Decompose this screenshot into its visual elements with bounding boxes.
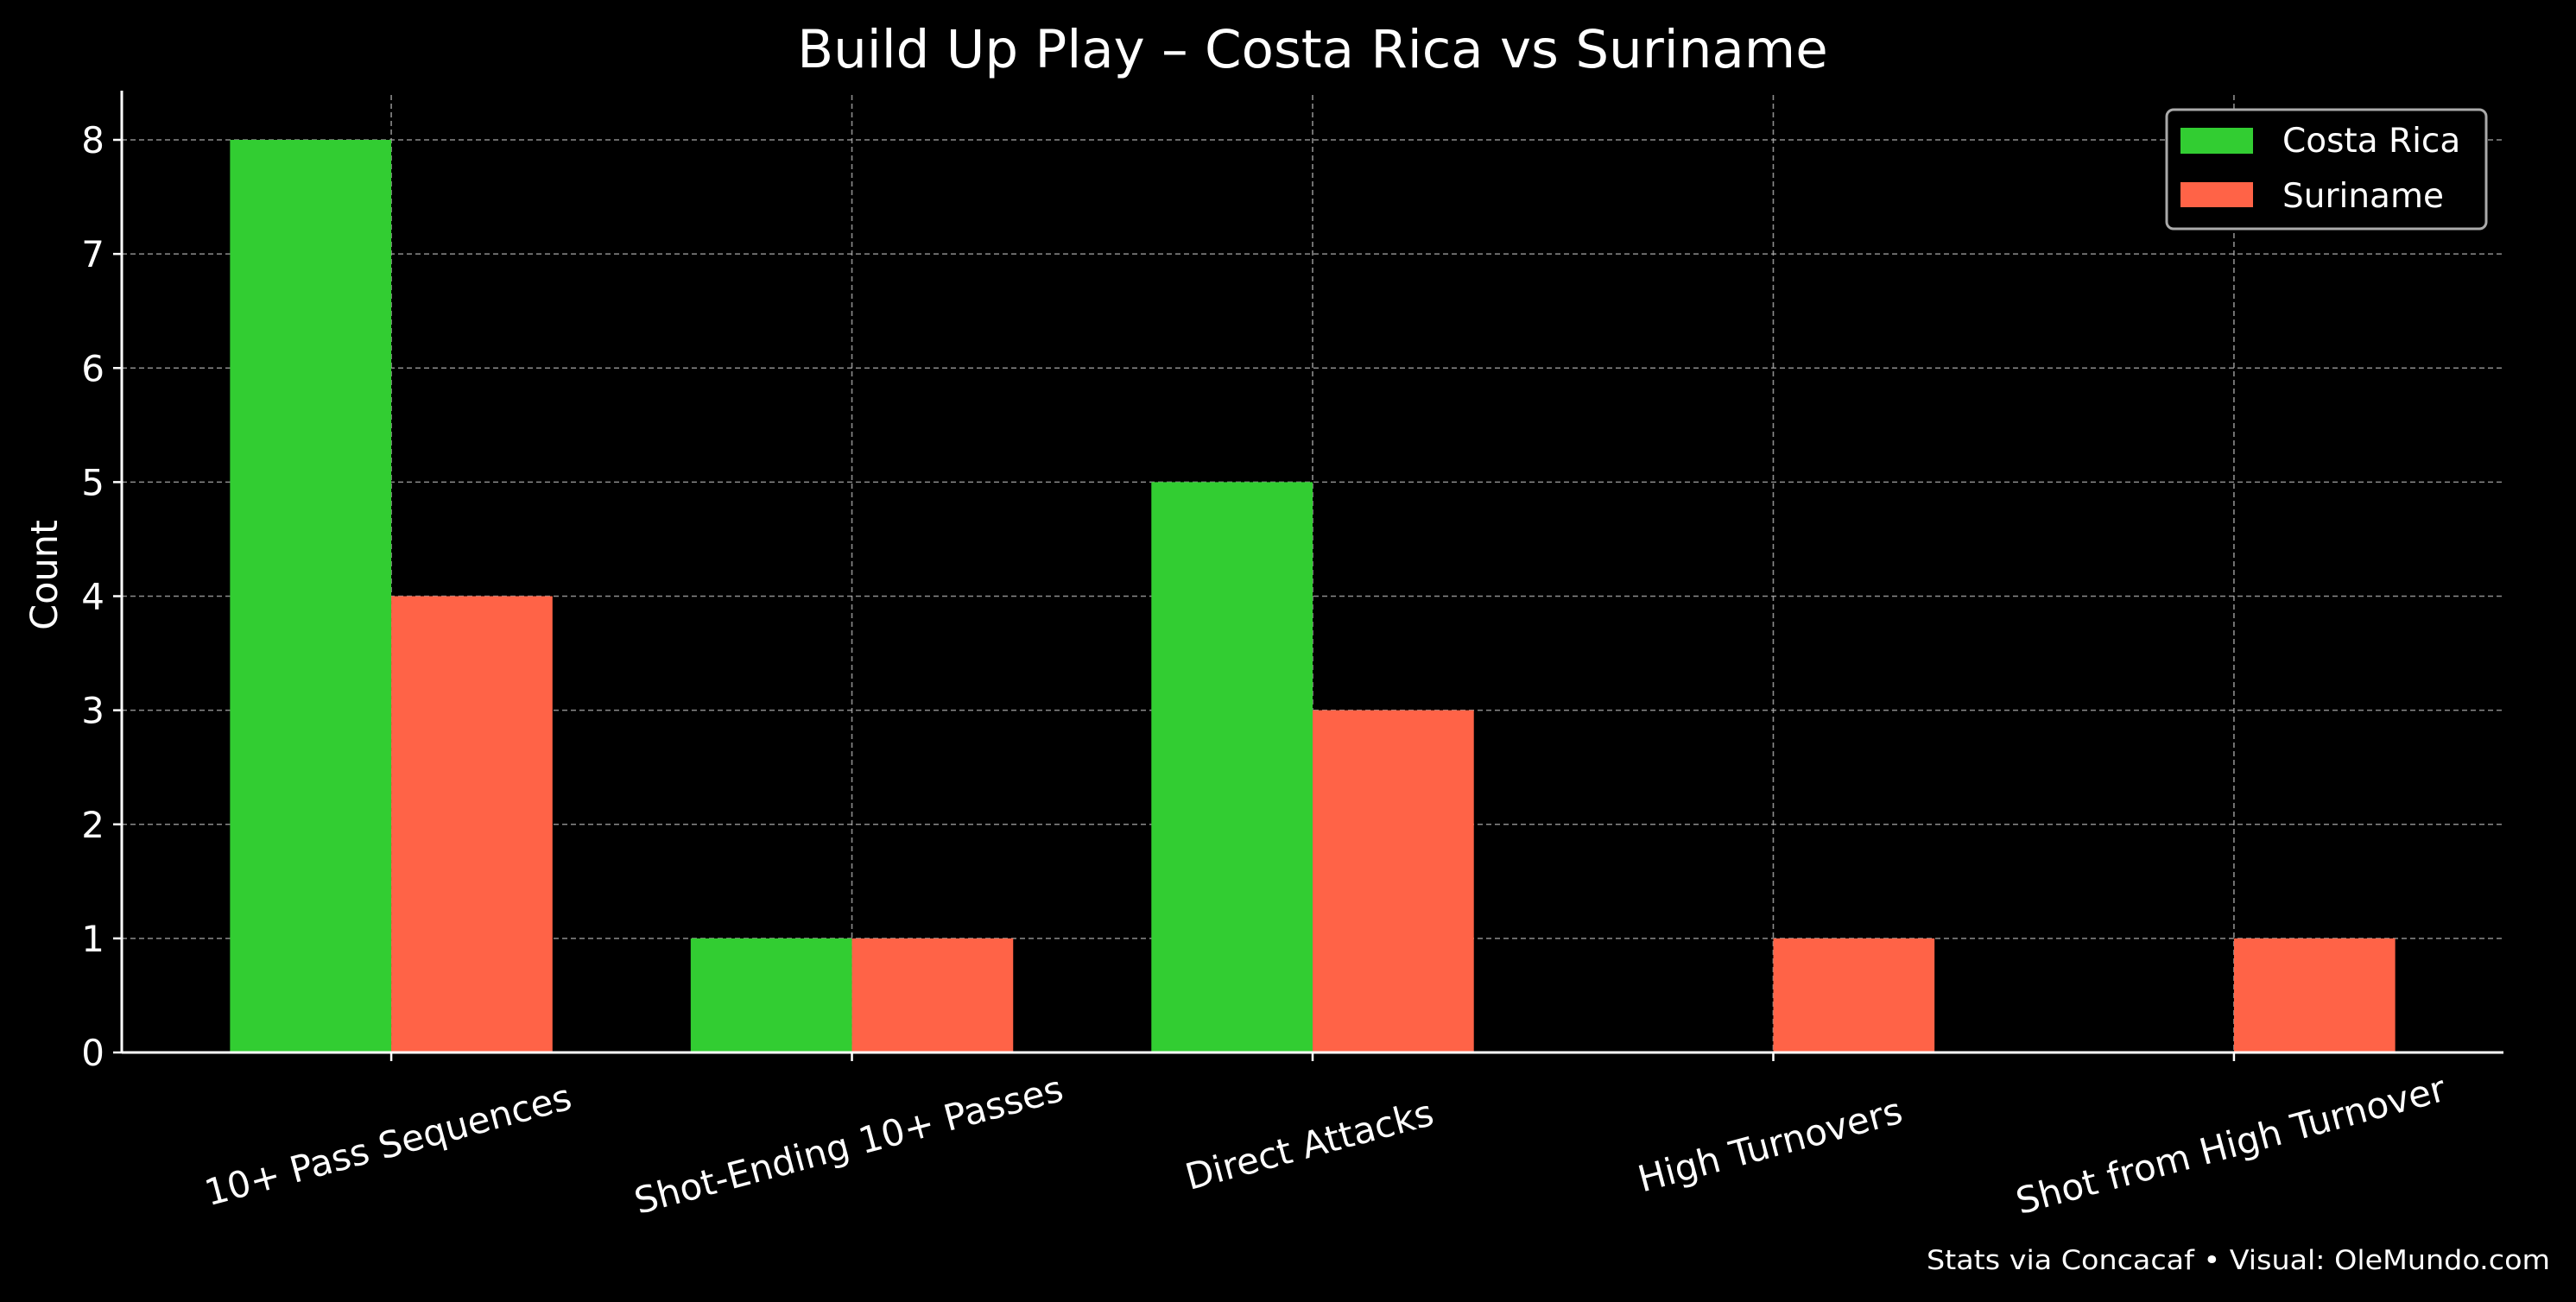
y-tick-label: 5 (81, 461, 104, 503)
bars (230, 140, 2396, 1052)
legend-swatch-suriname (2180, 182, 2253, 207)
bar-costa-rica (1151, 482, 1313, 1052)
legend-label-suriname: Suriname (2282, 177, 2444, 216)
y-tick-label: 2 (81, 804, 104, 846)
y-tick-label: 1 (81, 918, 104, 960)
bar-costa-rica (690, 938, 852, 1052)
y-tick-label: 0 (81, 1032, 104, 1074)
footer-credit: Stats via Concacaf • Visual: OleMundo.co… (1927, 1245, 2550, 1276)
bar-suriname (391, 596, 553, 1052)
legend-swatch-costa-rica (2180, 128, 2253, 154)
chart-title: Build Up Play – Costa Rica vs Suriname (797, 19, 1827, 80)
bar-suriname (1313, 710, 1474, 1052)
legend-label-costa-rica: Costa Rica (2282, 122, 2460, 161)
y-tick-label: 8 (81, 119, 104, 161)
legend: Costa Rica Suriname (2165, 108, 2488, 231)
bar-costa-rica (230, 140, 392, 1052)
y-tick-label: 3 (81, 690, 104, 732)
y-tick-label: 4 (81, 576, 104, 618)
y-tick-label: 6 (81, 347, 104, 389)
bar-suriname (2233, 938, 2396, 1052)
bar-suriname (851, 938, 1014, 1052)
y-ticks: 0 1 2 3 4 5 6 7 8 (81, 119, 122, 1074)
y-tick-label: 7 (81, 233, 104, 275)
y-axis-label: Count (23, 520, 66, 630)
bar-suriname (1773, 938, 1935, 1052)
